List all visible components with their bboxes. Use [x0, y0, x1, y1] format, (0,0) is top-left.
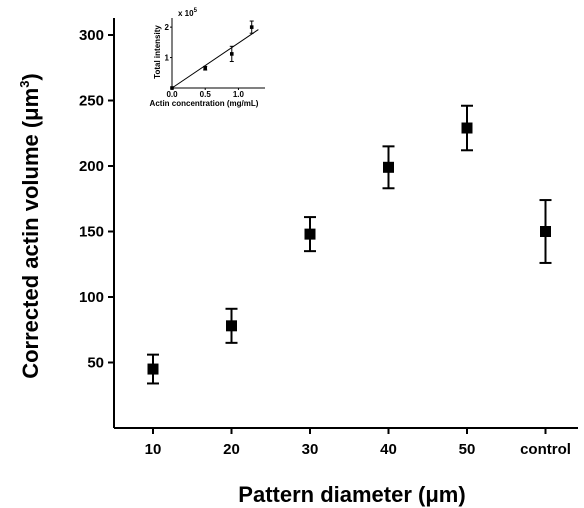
inset-multiplier-exp: 5 [194, 8, 198, 14]
y-ticks: 50 100 150 200 250 300 [79, 27, 114, 372]
inset-y-tick-label: 2 [165, 23, 170, 32]
inset-y-axis-title: Total intensity [153, 25, 162, 79]
inset-x-tick-label: 1.0 [233, 90, 245, 99]
inset-fit-line [171, 29, 259, 89]
x-axis-title: Pattern diameter (μm) [238, 482, 465, 507]
y-axis-title-text: Corrected actin volume (μm [18, 88, 43, 379]
x-tick-label: 30 [302, 441, 319, 458]
inset-data-point [170, 86, 174, 90]
y-tick-label: 250 [79, 93, 104, 110]
y-tick-label: 100 [79, 289, 104, 306]
data-point [383, 161, 394, 173]
inset-x-tick-label: 0.5 [200, 90, 212, 99]
x-ticks: 10 20 30 40 50 control [145, 428, 571, 458]
inset-multiplier: x 105 [178, 8, 198, 18]
x-tick-label: 20 [223, 441, 240, 458]
data-point [304, 228, 316, 240]
inset-data-point [249, 25, 254, 29]
y-tick-label: 150 [79, 224, 104, 241]
y-tick-label: 200 [79, 158, 104, 175]
inset-data-point [203, 66, 208, 71]
x-tick-label: 50 [459, 441, 476, 458]
data-point [147, 363, 159, 375]
y-axis-title-close: ) [18, 73, 43, 80]
inset-x-axis-title: Actin concentration (mg/mL) [150, 99, 259, 108]
inset-data-point [229, 52, 234, 56]
data-point [226, 320, 237, 332]
y-axis-title: Corrected actin volume (μm3) [17, 73, 43, 379]
data-points [147, 104, 552, 385]
inset-multiplier-base: x 10 [178, 9, 194, 18]
x-tick-label: 40 [380, 441, 397, 458]
y-axis-title-sup: 3 [17, 81, 32, 88]
inset-y-tick-label: 1 [165, 54, 170, 63]
x-tick-label: 10 [145, 441, 162, 458]
data-point [461, 122, 473, 134]
y-tick-label: 300 [79, 27, 104, 44]
inset-chart: 0.0 0.5 1.012 Actin concentration (mg/mL) … [150, 8, 265, 108]
x-tick-label: control [520, 441, 571, 458]
inset-x-tick-label: 0.0 [166, 90, 178, 99]
data-point [540, 226, 551, 237]
y-tick-label: 50 [87, 355, 104, 372]
inset-points [170, 20, 259, 90]
